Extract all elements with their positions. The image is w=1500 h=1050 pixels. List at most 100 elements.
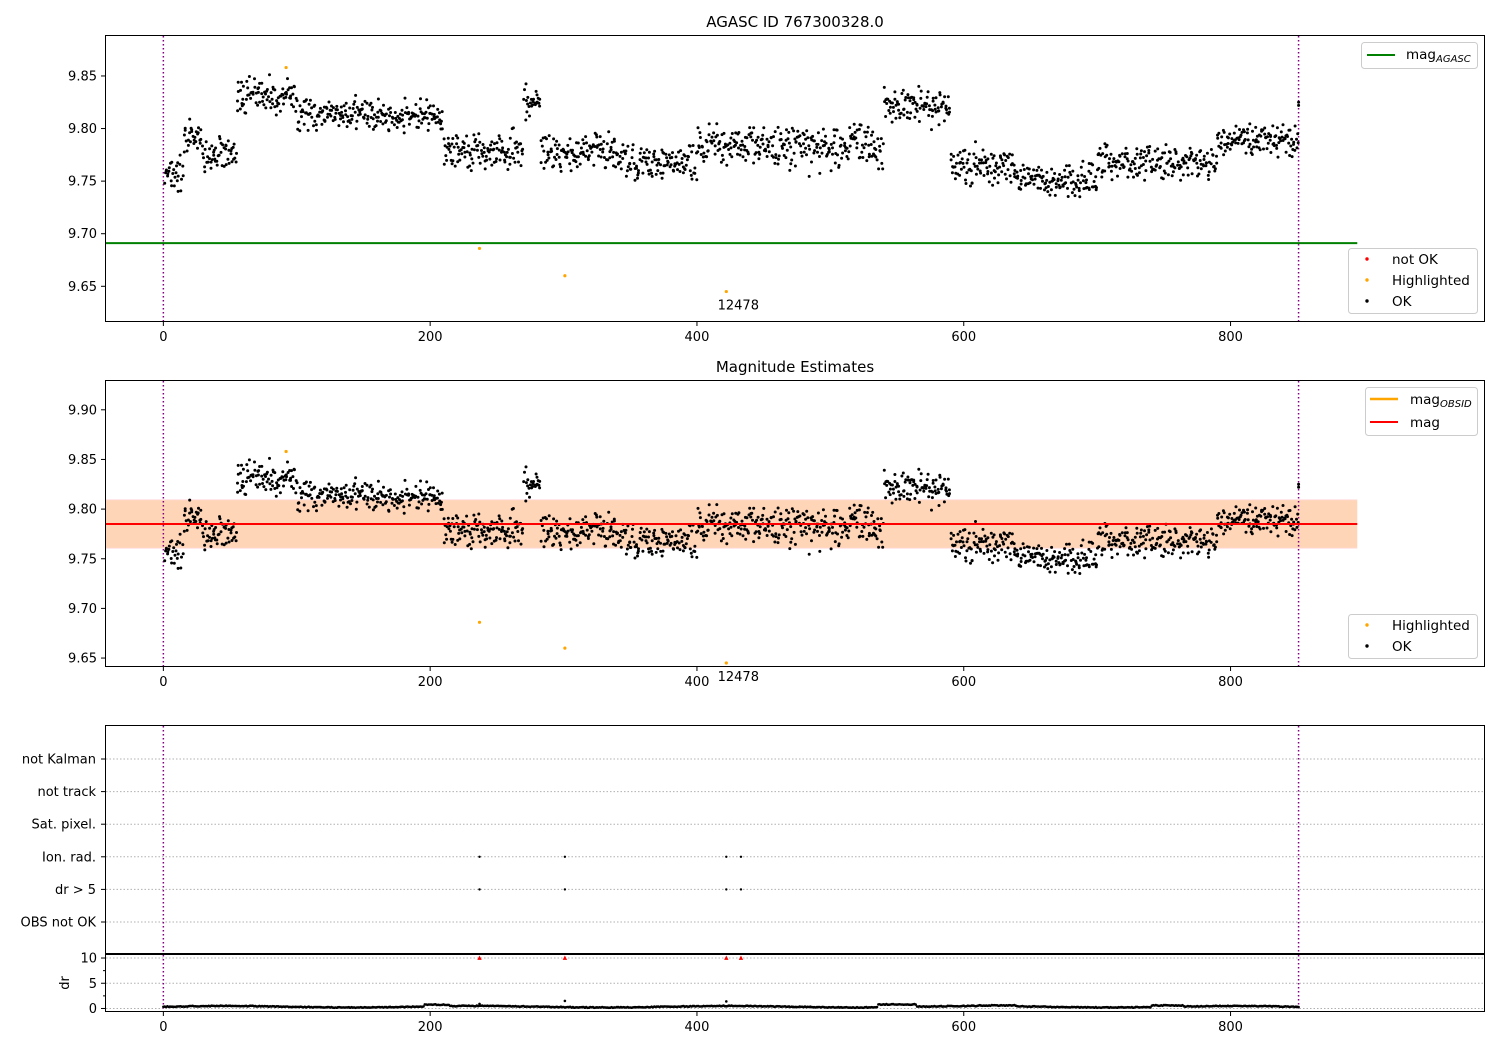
mag-line-legend: magOBSID mag xyxy=(1365,387,1478,436)
ok-point xyxy=(519,142,523,146)
agasc-panel-frame xyxy=(105,35,1485,322)
ok-point xyxy=(773,540,777,544)
ok-point xyxy=(1190,550,1194,554)
ok-point xyxy=(712,131,716,135)
ok-point xyxy=(427,106,430,110)
ok-point xyxy=(265,470,269,474)
ok-point xyxy=(236,80,240,84)
ok-point xyxy=(398,493,402,497)
ok-point xyxy=(409,116,413,120)
ok-point xyxy=(1094,175,1098,179)
ok-point xyxy=(1059,178,1063,182)
ok-point xyxy=(451,159,455,163)
ok-point xyxy=(736,531,739,535)
ok-point xyxy=(871,510,875,514)
ok-point xyxy=(300,496,303,500)
ok-point xyxy=(358,112,362,116)
ok-point xyxy=(281,87,285,91)
ok-point xyxy=(1279,510,1283,514)
ok-point xyxy=(1167,529,1171,533)
ok-point xyxy=(1087,169,1091,173)
ok-point xyxy=(414,494,418,498)
ok-point xyxy=(1021,542,1025,546)
ok-point xyxy=(779,132,783,136)
ok-point xyxy=(925,484,929,488)
ok-point xyxy=(495,146,499,150)
ok-point xyxy=(1087,565,1091,569)
ok-point xyxy=(566,529,570,533)
ok-point xyxy=(958,150,962,154)
ok-point xyxy=(870,533,874,537)
ok-point xyxy=(227,161,231,165)
ok-point xyxy=(1179,543,1183,547)
legend-mag-obsid-label: mag xyxy=(1410,392,1440,408)
ok-point xyxy=(341,495,344,499)
ok-point xyxy=(812,151,816,155)
ok-point xyxy=(865,511,869,514)
ok-point xyxy=(495,536,498,540)
ok-point xyxy=(545,537,549,541)
ok-point xyxy=(785,128,788,132)
ok-point xyxy=(196,526,199,530)
ok-point xyxy=(552,517,556,521)
ok-point xyxy=(1163,151,1167,155)
ok-point xyxy=(1063,553,1067,557)
ok-point xyxy=(1202,154,1206,158)
ok-point xyxy=(1185,155,1189,159)
ok-point xyxy=(345,125,349,129)
ok-point xyxy=(445,525,449,529)
ok-point xyxy=(1073,570,1077,574)
ok-point xyxy=(515,525,519,529)
ok-point xyxy=(642,151,646,155)
ok-point xyxy=(942,119,946,123)
ok-point xyxy=(1094,553,1098,557)
ok-point xyxy=(774,156,778,160)
y-tick-label: 5 xyxy=(89,977,97,992)
ok-point xyxy=(1033,177,1037,181)
ok-point xyxy=(1230,517,1234,520)
dr-points xyxy=(162,1002,1300,1010)
ok-point xyxy=(477,132,481,136)
ok-point xyxy=(188,140,192,144)
ok-point xyxy=(472,148,476,152)
ok-point xyxy=(1071,547,1075,551)
ok-point xyxy=(765,155,769,158)
legend-highlighted: Highlighted xyxy=(1392,273,1470,289)
dr-clipped-marker xyxy=(562,955,568,960)
ok-point xyxy=(1023,176,1027,180)
ok-point xyxy=(1293,124,1297,128)
ok-point xyxy=(1222,153,1226,157)
ok-point xyxy=(1269,530,1273,534)
ok-point xyxy=(513,160,517,164)
ok-point xyxy=(729,146,733,150)
ok-point xyxy=(608,156,612,160)
ok-point xyxy=(289,478,292,482)
ok-point xyxy=(652,534,656,538)
ok-point xyxy=(193,515,197,519)
ok-point xyxy=(463,155,467,159)
ok-point xyxy=(652,531,656,535)
ok-point xyxy=(665,163,669,167)
ok-point xyxy=(769,516,773,519)
ok-point xyxy=(1244,530,1248,534)
ok-points xyxy=(163,73,1301,199)
ok-point xyxy=(256,473,260,477)
ok-point xyxy=(282,484,285,488)
ok-point xyxy=(1131,538,1135,542)
ok-point xyxy=(639,526,643,530)
ok-point xyxy=(592,163,596,167)
ok-point xyxy=(206,160,210,164)
ok-point xyxy=(1242,130,1246,134)
ok-point xyxy=(186,138,190,142)
ok-point xyxy=(450,162,454,166)
ok-point xyxy=(425,497,429,501)
ok-point xyxy=(1148,159,1152,163)
ok-point xyxy=(269,473,273,477)
dr-frame xyxy=(105,954,1485,1012)
ok-point xyxy=(858,155,862,159)
ok-point xyxy=(432,494,436,498)
ok-point xyxy=(1288,509,1292,512)
ok-point xyxy=(229,531,233,535)
ok-point xyxy=(927,114,931,117)
ok-point xyxy=(360,489,364,493)
